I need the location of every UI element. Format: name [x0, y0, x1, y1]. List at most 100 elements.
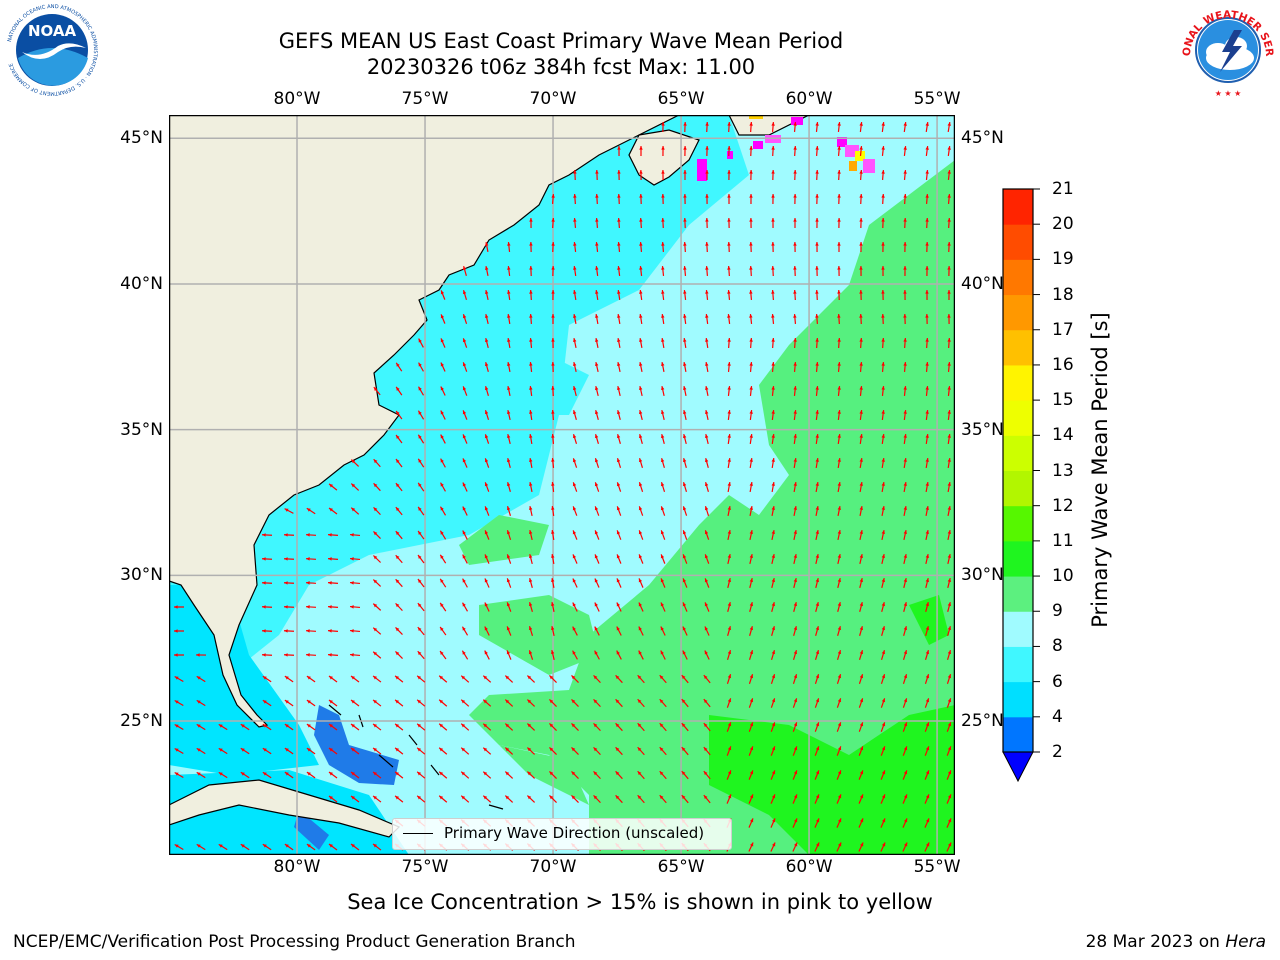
- wave-direction-arrow: [946, 746, 952, 756]
- wave-direction-arrow: [837, 337, 841, 349]
- wave-direction-arrow: [793, 265, 797, 277]
- wave-direction-arrow: [749, 169, 753, 181]
- lat-label-left: 30°N: [120, 565, 163, 586]
- wave-direction-arrow: [683, 385, 687, 397]
- wave-direction-arrow: [417, 650, 425, 660]
- wave-direction-arrow: [793, 121, 797, 133]
- wave-direction-arrow: [506, 409, 511, 421]
- wave-direction-arrow: [639, 169, 643, 181]
- wave-direction-arrow: [836, 794, 842, 804]
- wave-direction-arrow: [815, 433, 819, 445]
- wave-direction-arrow: [703, 770, 711, 780]
- wave-direction-arrow: [880, 746, 886, 756]
- wave-direction-arrow: [902, 746, 908, 756]
- wave-direction-arrow: [749, 121, 753, 133]
- wave-direction-arrow: [638, 434, 643, 444]
- wave-direction-arrow: [727, 457, 731, 469]
- wave-direction-arrow: [771, 265, 775, 277]
- wave-direction-arrow: [683, 313, 687, 325]
- wave-direction-arrow: [793, 481, 797, 493]
- wave-direction-arrow: [659, 794, 667, 804]
- wave-direction-arrow: [416, 771, 426, 779]
- wave-direction-arrow: [196, 747, 206, 755]
- wave-direction-arrow: [616, 506, 622, 516]
- wave-direction-arrow: [683, 361, 687, 373]
- wave-direction-arrow: [349, 581, 361, 585]
- wave-direction-arrow: [327, 629, 339, 633]
- wave-direction-arrow: [946, 818, 952, 828]
- wave-direction-arrow: [462, 338, 468, 348]
- wave-direction-arrow: [815, 578, 820, 588]
- wave-direction-arrow: [484, 338, 489, 348]
- wave-direction-arrow: [704, 482, 709, 492]
- wave-direction-arrow: [549, 723, 557, 731]
- wave-direction-arrow: [484, 506, 490, 516]
- wave-period-map: [169, 115, 955, 855]
- wave-direction-arrow: [174, 675, 184, 683]
- wave-direction-arrow: [261, 629, 273, 633]
- wave-direction-arrow: [482, 795, 492, 803]
- wave-direction-arrow: [902, 770, 908, 780]
- wave-direction-arrow: [595, 193, 599, 205]
- wave-direction-arrow: [903, 481, 907, 493]
- wave-direction-arrow: [637, 674, 645, 684]
- wave-direction-arrow: [815, 409, 819, 421]
- wave-direction-arrow: [438, 675, 448, 683]
- wave-direction-arrow: [395, 362, 403, 372]
- wave-direction-arrow: [328, 699, 338, 707]
- wave-direction-arrow: [793, 241, 797, 253]
- wave-direction-arrow: [837, 121, 841, 133]
- wave-direction-arrow: [858, 794, 864, 804]
- wave-direction-arrow: [593, 698, 601, 708]
- wave-direction-arrow: [506, 578, 512, 588]
- wave-direction-arrow: [659, 746, 667, 756]
- wave-direction-arrow: [683, 241, 687, 253]
- wave-direction-arrow: [903, 265, 907, 277]
- wave-direction-arrow: [350, 675, 360, 683]
- wave-direction-arrow: [903, 626, 908, 636]
- lon-label-top: 80°W: [273, 89, 321, 109]
- wave-direction-arrow: [572, 626, 578, 636]
- wave-direction-arrow: [770, 794, 776, 804]
- wave-direction-arrow: [793, 626, 798, 636]
- wave-direction-arrow: [551, 337, 555, 349]
- wave-direction-arrow: [771, 409, 775, 421]
- colorbar-label: Primary Wave Mean Period [s]: [1088, 312, 1112, 628]
- wave-direction-arrow: [727, 385, 731, 397]
- wave-direction-arrow: [661, 193, 665, 205]
- wave-direction-arrow: [682, 554, 688, 564]
- wave-direction-arrow: [305, 533, 317, 537]
- wave-direction-arrow: [749, 361, 753, 373]
- wave-direction-arrow: [903, 553, 908, 565]
- wave-direction-arrow: [880, 674, 886, 684]
- wave-direction-arrow: [506, 650, 512, 660]
- wave-direction-arrow: [770, 650, 776, 660]
- wave-direction-arrow: [440, 410, 446, 420]
- wave-direction-arrow: [705, 169, 709, 181]
- wave-direction-arrow: [683, 193, 687, 205]
- wave-direction-arrow: [947, 265, 951, 277]
- wave-direction-arrow: [946, 842, 952, 852]
- wave-direction-arrow: [551, 409, 555, 421]
- wave-direction-arrow: [283, 605, 295, 609]
- wave-direction-arrow: [727, 217, 731, 229]
- wave-direction-arrow: [306, 723, 316, 731]
- wave-direction-arrow: [572, 650, 578, 660]
- wave-direction-arrow: [946, 650, 952, 660]
- wave-direction-arrow: [858, 698, 864, 708]
- wave-direction-arrow: [306, 675, 316, 683]
- wave-direction-arrow: [439, 626, 447, 636]
- wave-direction-arrow: [529, 217, 533, 229]
- wave-direction-arrow: [594, 626, 600, 636]
- wave-direction-arrow: [372, 651, 382, 659]
- wave-direction-arrow: [506, 554, 512, 564]
- wave-direction-arrow: [771, 313, 775, 325]
- wave-direction-arrow: [859, 193, 863, 205]
- wave-direction-arrow: [881, 433, 885, 445]
- wave-direction-arrow: [682, 626, 688, 636]
- wave-direction-arrow: [771, 457, 775, 469]
- wave-direction-arrow: [727, 289, 731, 301]
- lon-label-bottom: 55°W: [913, 857, 961, 877]
- wave-direction-arrow: [727, 337, 731, 349]
- wave-direction-arrow: [350, 699, 360, 707]
